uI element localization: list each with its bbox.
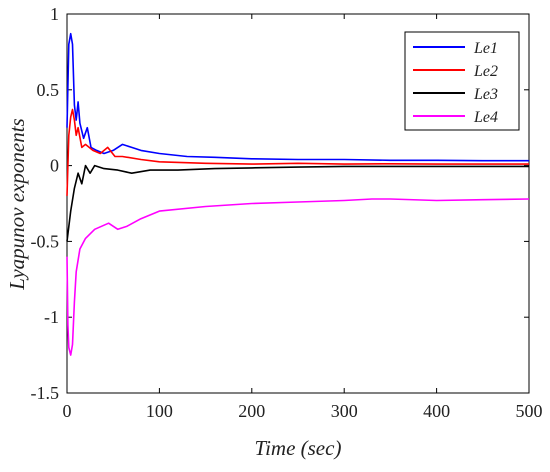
y-tick-label: -1.5 — [31, 383, 60, 403]
y-axis-title: Lyapunov exponents — [5, 118, 29, 290]
x-axis-ticks: 0 100 200 300 400 500 — [63, 14, 543, 421]
series-lines — [66, 32, 530, 356]
x-tick-label: 100 — [146, 401, 173, 421]
y-axis-ticks: 1 0.5 0 -0.5 -1 -1.5 — [31, 4, 529, 403]
y-tick-label: 0 — [50, 156, 59, 176]
x-tick-label: 300 — [331, 401, 358, 421]
x-tick-label: 0 — [63, 401, 72, 421]
legend-box — [404, 31, 520, 131]
legend-label-le1: Le1 — [473, 40, 498, 57]
series-line-le3 — [66, 164, 529, 242]
legend-label-le4: Le4 — [473, 109, 498, 126]
x-tick-label: 500 — [516, 401, 543, 421]
plot-frame — [66, 13, 530, 394]
legend: Le1 Le2 Le3 Le4 — [404, 31, 520, 131]
series-line-le1 — [66, 32, 529, 162]
series-line-le4 — [66, 198, 530, 356]
y-tick-label: 0.5 — [37, 80, 60, 100]
legend-label-le3: Le3 — [473, 86, 498, 103]
y-tick-label: -0.5 — [31, 231, 60, 251]
legend-items: Le1 Le2 Le3 Le4 — [413, 40, 498, 126]
y-tick-label: -1 — [44, 307, 59, 327]
x-axis-title: Time (sec) — [255, 436, 342, 460]
series-line-le2 — [66, 108, 529, 196]
x-tick-label: 400 — [423, 401, 450, 421]
y-tick-label: 1 — [50, 4, 59, 24]
legend-label-le2: Le2 — [473, 63, 498, 80]
x-tick-label: 200 — [238, 401, 265, 421]
